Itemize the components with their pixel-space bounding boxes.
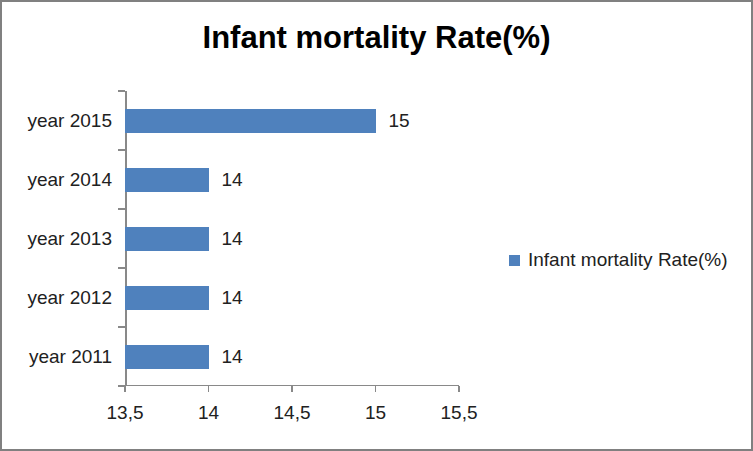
x-axis-tick <box>124 386 126 392</box>
data-label: 14 <box>222 345 243 369</box>
y-axis-tick <box>118 149 125 151</box>
category-label: year 2012 <box>12 286 112 310</box>
data-label: 15 <box>389 109 410 133</box>
x-axis-label: 13,5 <box>83 402 167 424</box>
bar-year-2015 <box>125 109 376 133</box>
plot-area: 15year 201514year 201414year 201314year … <box>125 91 459 386</box>
x-axis-tick <box>375 386 377 392</box>
x-axis-tick <box>291 386 293 392</box>
y-axis-tick <box>118 208 125 210</box>
category-label: year 2011 <box>12 345 112 369</box>
category-label: year 2015 <box>12 109 112 133</box>
bar-year-2014 <box>125 168 209 192</box>
x-axis-label: 15 <box>334 402 418 424</box>
bar-year-2011 <box>125 345 209 369</box>
category-label: year 2013 <box>12 227 112 251</box>
x-axis-label: 14 <box>167 402 251 424</box>
chart-frame: Infant mortality Rate(%) 15 year 2015 14 ye… <box>0 0 753 451</box>
category-label: year 2014 <box>12 168 112 192</box>
legend-marker-icon <box>509 255 520 266</box>
y-axis-tick <box>118 326 125 328</box>
data-label: 14 <box>222 168 243 192</box>
x-axis-tick <box>458 386 460 392</box>
data-label: 14 <box>222 227 243 251</box>
data-label: 14 <box>222 286 243 310</box>
legend: Infant mortality Rate(%) <box>509 248 728 272</box>
bar-year-2013 <box>125 227 209 251</box>
x-axis-label: 14,5 <box>250 402 334 424</box>
y-axis-tick <box>118 90 125 92</box>
bar-year-2012 <box>125 286 209 310</box>
chart-title: Infant mortality Rate(%) <box>2 20 751 56</box>
y-axis-tick <box>118 267 125 269</box>
x-axis-label: 15,5 <box>417 402 501 424</box>
x-axis-tick <box>208 386 210 392</box>
legend-label: Infant mortality Rate(%) <box>528 249 728 271</box>
